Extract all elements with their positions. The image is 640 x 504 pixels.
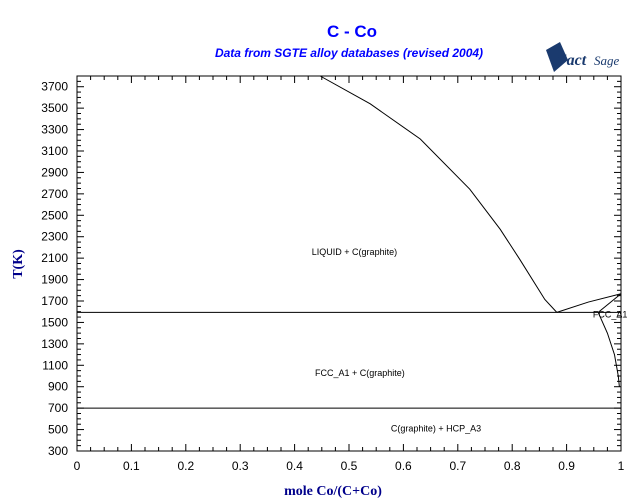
x-tick-label: 1 [618, 459, 625, 473]
phase-region-label: LIQUID + C(graphite) [312, 247, 397, 257]
phase-region-label: FCC_A1 [593, 310, 628, 320]
x-tick-label: 0.2 [177, 459, 194, 473]
phase-region-label: FCC_A1 + C(graphite) [315, 368, 405, 378]
phase-boundary-line [597, 312, 620, 387]
y-tick-label: 3500 [41, 101, 68, 115]
factsage-logo: Fact Sage [546, 42, 620, 72]
y-tick-label: 300 [48, 444, 68, 458]
x-axis-label: mole Co/(C+Co) [284, 484, 382, 499]
phase-boundary-line [319, 75, 558, 313]
x-tick-label: 0.5 [341, 459, 358, 473]
y-tick-label: 1300 [41, 337, 68, 351]
y-tick-label: 700 [48, 401, 68, 415]
svg-text:Fact: Fact [555, 52, 587, 69]
y-axis-label: T(K) [11, 249, 26, 279]
x-tick-label: 0.6 [395, 459, 412, 473]
x-tick-label: 0.7 [449, 459, 466, 473]
y-tick-label: 1500 [41, 315, 68, 329]
svg-text:Sage: Sage [594, 53, 620, 68]
y-tick-label: 2900 [41, 165, 68, 179]
y-tick-label: 500 [48, 423, 68, 437]
y-tick-label: 1700 [41, 294, 68, 308]
chart-title: C - Co [327, 22, 377, 41]
x-tick-label: 0.3 [232, 459, 249, 473]
x-tick-label: 0 [74, 459, 81, 473]
y-tick-label: 900 [48, 380, 68, 394]
x-tick-label: 0.8 [504, 459, 521, 473]
y-tick-label: 1100 [42, 358, 68, 372]
phase-region-label: C(graphite) + HCP_A3 [391, 424, 481, 434]
y-tick-label: 2300 [41, 230, 68, 244]
y-tick-label: 3700 [41, 80, 68, 94]
y-tick-label: 3300 [41, 123, 68, 137]
phase-boundary-line [556, 293, 622, 313]
y-tick-label: 2100 [41, 251, 68, 265]
x-tick-label: 0.4 [286, 459, 303, 473]
phase-boundary-line [597, 293, 622, 313]
x-tick-label: 0.9 [558, 459, 575, 473]
y-tick-label: 2500 [41, 208, 68, 222]
y-tick-label: 3100 [41, 144, 68, 158]
y-tick-label: 2700 [41, 187, 68, 201]
x-tick-label: 0.1 [123, 459, 140, 473]
y-tick-label: 1900 [41, 273, 68, 287]
chart-subtitle: Data from SGTE alloy databases (revised … [215, 46, 483, 60]
plot-frame [76, 75, 622, 452]
